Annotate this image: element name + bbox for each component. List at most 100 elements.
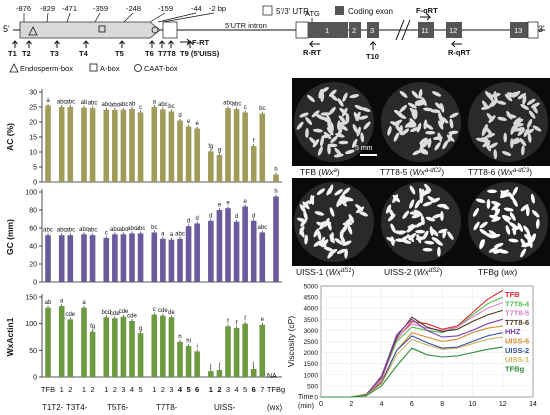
rice-grain [411,90,419,99]
rice-grain [320,92,325,102]
x-tick-label: 5 [138,385,142,394]
significance-letter: c [105,230,108,236]
significance-letter: cde [119,309,129,315]
significance-letter: bc [259,106,265,112]
bar [250,146,257,182]
x-tick-label: 3 [121,385,125,394]
viscosity-chart: 0 500 1000 1500 2000 2500 3000 3500 4000 4500 5000… [286,284,537,411]
target-arrow-icon [119,40,125,48]
position-label: -248 [126,4,141,13]
significance-letter: a [60,299,64,305]
group-label: T3T4- [66,403,88,412]
intron-label: 5'UTR intron [225,21,267,30]
rice-grain [531,104,538,114]
rice-grain [344,248,348,259]
significance-letter: de [168,310,175,316]
photo-caption: TFBg (wx) [478,267,517,277]
significance-letter: h [274,189,277,195]
rice-grain [307,94,315,103]
target-arrow-icon [54,40,60,48]
three-prime-label: 3' [538,24,545,34]
rice-grain [473,221,480,231]
target-label: T8 [167,49,176,58]
rice-grain [439,102,445,113]
bar [103,317,110,377]
rice-grain [487,189,498,194]
significance-letter: f [227,319,229,325]
rice-grain [512,186,518,196]
rice-grain [503,132,508,143]
rice-grain [504,93,513,102]
x-tick-label: 7 [260,385,264,394]
f-rt-arrow-icon [180,38,192,46]
photo-caption: UISS-1 (WxdS1) [296,267,355,277]
t10-arrow-icon [369,40,377,50]
rice-grain [320,112,331,116]
rice-grain [440,211,444,221]
rice-grain [354,104,364,111]
position-label: -2 bp [209,4,226,13]
y-tick-label: 4000 [304,306,319,313]
y-tick-label: 20 [29,120,37,127]
target-arrow-icon [168,40,174,48]
significance-letter: a [153,100,157,106]
rice-grain [390,223,396,233]
y-tick-label: 30 [29,90,37,97]
significance-letter: e [195,121,199,127]
significance-letter: abc [127,226,137,232]
rice-grain [509,212,516,221]
rice-grain [472,208,479,217]
bar [129,321,135,377]
rice-grain [407,102,417,109]
rice-grain [437,228,448,234]
significance-letter: hi [186,339,191,345]
y-tick-label: 0 [33,375,37,382]
significance-letter: abc [101,102,111,108]
significance-letter: j [218,363,220,369]
bar [120,234,127,282]
rice-grain [439,118,445,128]
rice-grain [328,89,337,97]
significance-letter: a [170,232,174,238]
significance-letter: abc [158,102,168,108]
bar [233,221,240,282]
rice-grain [479,239,484,250]
y-tick-label: 0 [33,280,37,287]
rice-grain [437,246,441,257]
target-label: T3 [50,49,59,58]
rice-grain [390,236,395,247]
x-tick-label: 12 [499,401,507,408]
rice-grain [321,239,329,248]
bar [67,235,74,282]
x-tick-label: 2 [113,385,117,394]
bar [177,120,183,182]
bar [168,317,175,377]
rice-grain [514,126,525,132]
significance-letter: f [236,320,238,326]
rice-grain [429,226,434,237]
significance-letter: d [252,213,255,219]
rice-grain [327,144,331,155]
rice-grain [345,149,355,155]
rice-grain [323,246,334,252]
rice-grain [387,213,396,222]
y-axis-label: Viscosity (cP) [286,316,296,367]
position-leader-lines [23,12,215,23]
rice-grain [517,222,524,232]
significance-letter: j [252,362,254,368]
significance-letter: e [261,317,265,323]
rice-grain [422,247,433,252]
rice-grain [302,201,310,210]
significance-letter: i [196,344,197,350]
rice-grain [335,133,345,138]
rice-grain [300,218,308,227]
photo-captions: TFB (Wxa) T7T8-5 (Wxa-dC2) T7T8-6 (Wxa-d… [296,167,532,277]
rice-grain [345,113,350,124]
rice-grain [413,209,423,216]
target-arrow-icon [149,40,155,48]
bar [225,326,231,377]
rice-grain [419,137,428,145]
rice-grain-photo [381,82,461,162]
significance-letter: abc [65,228,75,234]
